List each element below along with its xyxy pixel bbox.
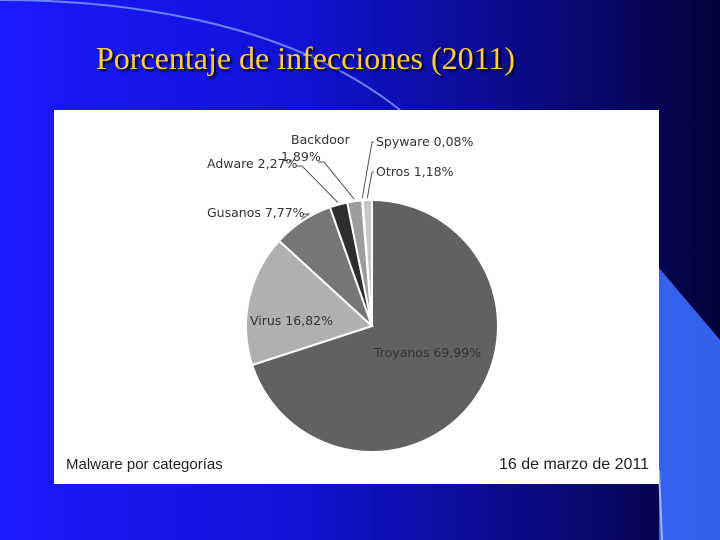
pie-slice-virus bbox=[245, 239, 374, 367]
pie-label-backdoor: Backdoor 1,89% bbox=[281, 132, 351, 164]
leader-line-gusanos bbox=[301, 213, 311, 220]
chart-date: 16 de marzo de 2011 bbox=[498, 456, 649, 473]
leader-line-backdoor bbox=[318, 161, 355, 200]
leader-line-adware bbox=[296, 165, 339, 203]
pie-label-otros: Otros 1,18% bbox=[376, 164, 454, 179]
pie-label-virus: Virus 16,82% bbox=[250, 313, 333, 328]
chart-panel: Troyanos 69,99% Virus 16,82% Gusanos 7,77%… bbox=[54, 110, 659, 484]
pie-label-spyware: Spyware 0,08% bbox=[376, 134, 474, 149]
pie-label-troyanos: Troyanos 69,99% bbox=[373, 345, 481, 360]
pie-label-adware: Adware 2,27% bbox=[207, 156, 298, 171]
pie-slice-otros bbox=[361, 198, 373, 327]
pie-label-gusanos: Gusanos 7,77% bbox=[207, 205, 305, 220]
leader-line-spyware bbox=[361, 141, 374, 199]
chart-caption: Malware por categorías bbox=[66, 456, 223, 473]
pie-slice-troyanos bbox=[250, 198, 499, 453]
slide-title: Porcentaje de infecciones (2011) bbox=[96, 40, 516, 76]
leader-line-otros bbox=[366, 171, 374, 199]
pie-chart: Troyanos 69,99% Virus 16,82% Gusanos 7,77%… bbox=[207, 132, 499, 453]
